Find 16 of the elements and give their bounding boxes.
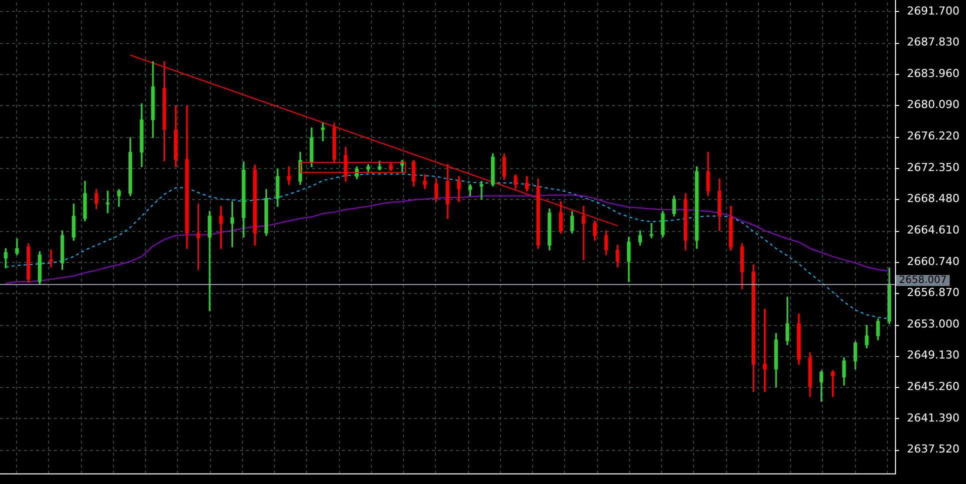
y-tick-label: 2664.610 [907,223,960,236]
y-tick-label: 2672.350 [907,160,960,174]
ref-line-label: 2658.007 [899,275,947,286]
y-tick-label: 2637.520 [907,442,960,456]
y-tick-label: 2649.130 [907,348,960,362]
y-tick-label: 2656.870 [907,286,960,300]
y-tick-label: 2668.480 [907,192,960,206]
y-tick-label: 2683.960 [907,66,960,80]
y-tick-label: 2687.830 [907,36,960,49]
y-tick-label: 2645.260 [907,380,960,394]
y-tick-label: 2660.740 [907,254,960,268]
y-tick-label: 2680.090 [907,98,960,112]
y-tick-label: 2676.220 [907,130,960,143]
y-tick-label: 2653.000 [907,317,960,330]
y-tick-label: 2641.390 [907,411,960,424]
y-tick-label: 2691.700 [907,4,960,18]
